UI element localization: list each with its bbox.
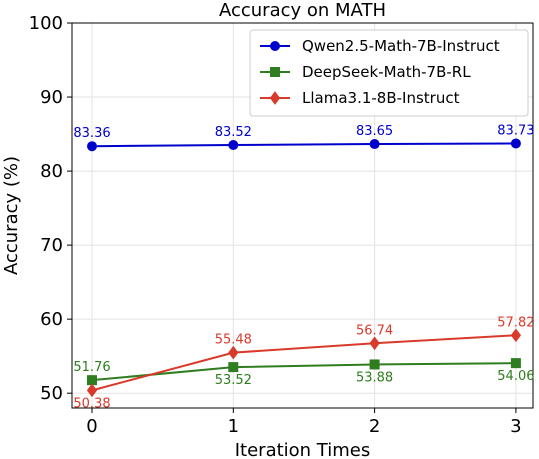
x-axis-label: Iteration Times [235,440,371,459]
series-3-marker [86,383,98,398]
series-1-marker [87,141,97,152]
y-tick-label: 50 [40,383,63,404]
series-1-marker [228,140,239,151]
y-axis-label: Accuracy (%) [1,156,22,275]
legend: Qwen2.5-Math-7B-Instruct DeepSeek-Math-7B… [249,29,529,117]
series-line-1 [91,142,516,148]
data-label: 55.48 [215,333,252,348]
data-label: 83.36 [73,126,110,141]
legend-entry-2: DeepSeek-Math-7B-RL [302,63,471,81]
data-label: 56.74 [356,323,393,338]
data-label: 51.76 [73,360,110,375]
legend-entry-1: Qwen2.5-Math-7B-Instruct [302,37,500,55]
data-label: 83.65 [356,124,393,139]
series-1-marker [369,139,380,150]
series-3-marker [510,328,522,343]
axis-ticks: 50 60 70 80 90 100 0 1 2 3 [29,13,522,437]
series-1-marker [510,138,521,149]
series-2-marker [510,358,521,369]
x-tick-label: 3 [510,416,521,437]
y-tick-label: 70 [40,235,63,256]
data-label: 50.38 [73,396,110,411]
legend-box [249,29,529,117]
legend-marker-2 [270,67,280,77]
series-3-marker [228,345,239,360]
chart-title: Accuracy on MATH [219,0,386,21]
legend-entry-3: Llama3.1-8B-Instruct [302,89,460,107]
data-label: 83.52 [215,125,252,140]
series-line-3 [91,334,516,392]
data-label: 57.82 [497,315,534,330]
y-tick-label: 100 [29,13,63,34]
series-3-marker [369,336,380,351]
data-label: 53.88 [356,370,393,385]
data-labels: 83.36 83.52 83.65 83.73 51.76 53.52 53.88 54.06… [73,123,534,411]
series-layer [86,138,522,398]
y-tick-label: 80 [40,161,63,182]
data-label: 53.52 [215,373,252,388]
plot-frame [71,22,534,409]
x-tick-label: 2 [369,416,380,437]
y-tick-label: 60 [40,309,63,330]
series-2-marker [87,375,97,386]
x-tick-label: 0 [86,416,97,437]
x-tick-label: 1 [228,416,239,437]
y-tick-label: 90 [40,87,63,108]
series-2-marker [369,359,380,370]
legend-marker-3 [269,91,281,105]
series-line-2 [91,362,516,382]
data-label: 54.06 [497,369,534,384]
data-label: 83.73 [497,123,534,138]
legend-marker-1 [270,41,280,51]
series-2-marker [228,362,239,373]
